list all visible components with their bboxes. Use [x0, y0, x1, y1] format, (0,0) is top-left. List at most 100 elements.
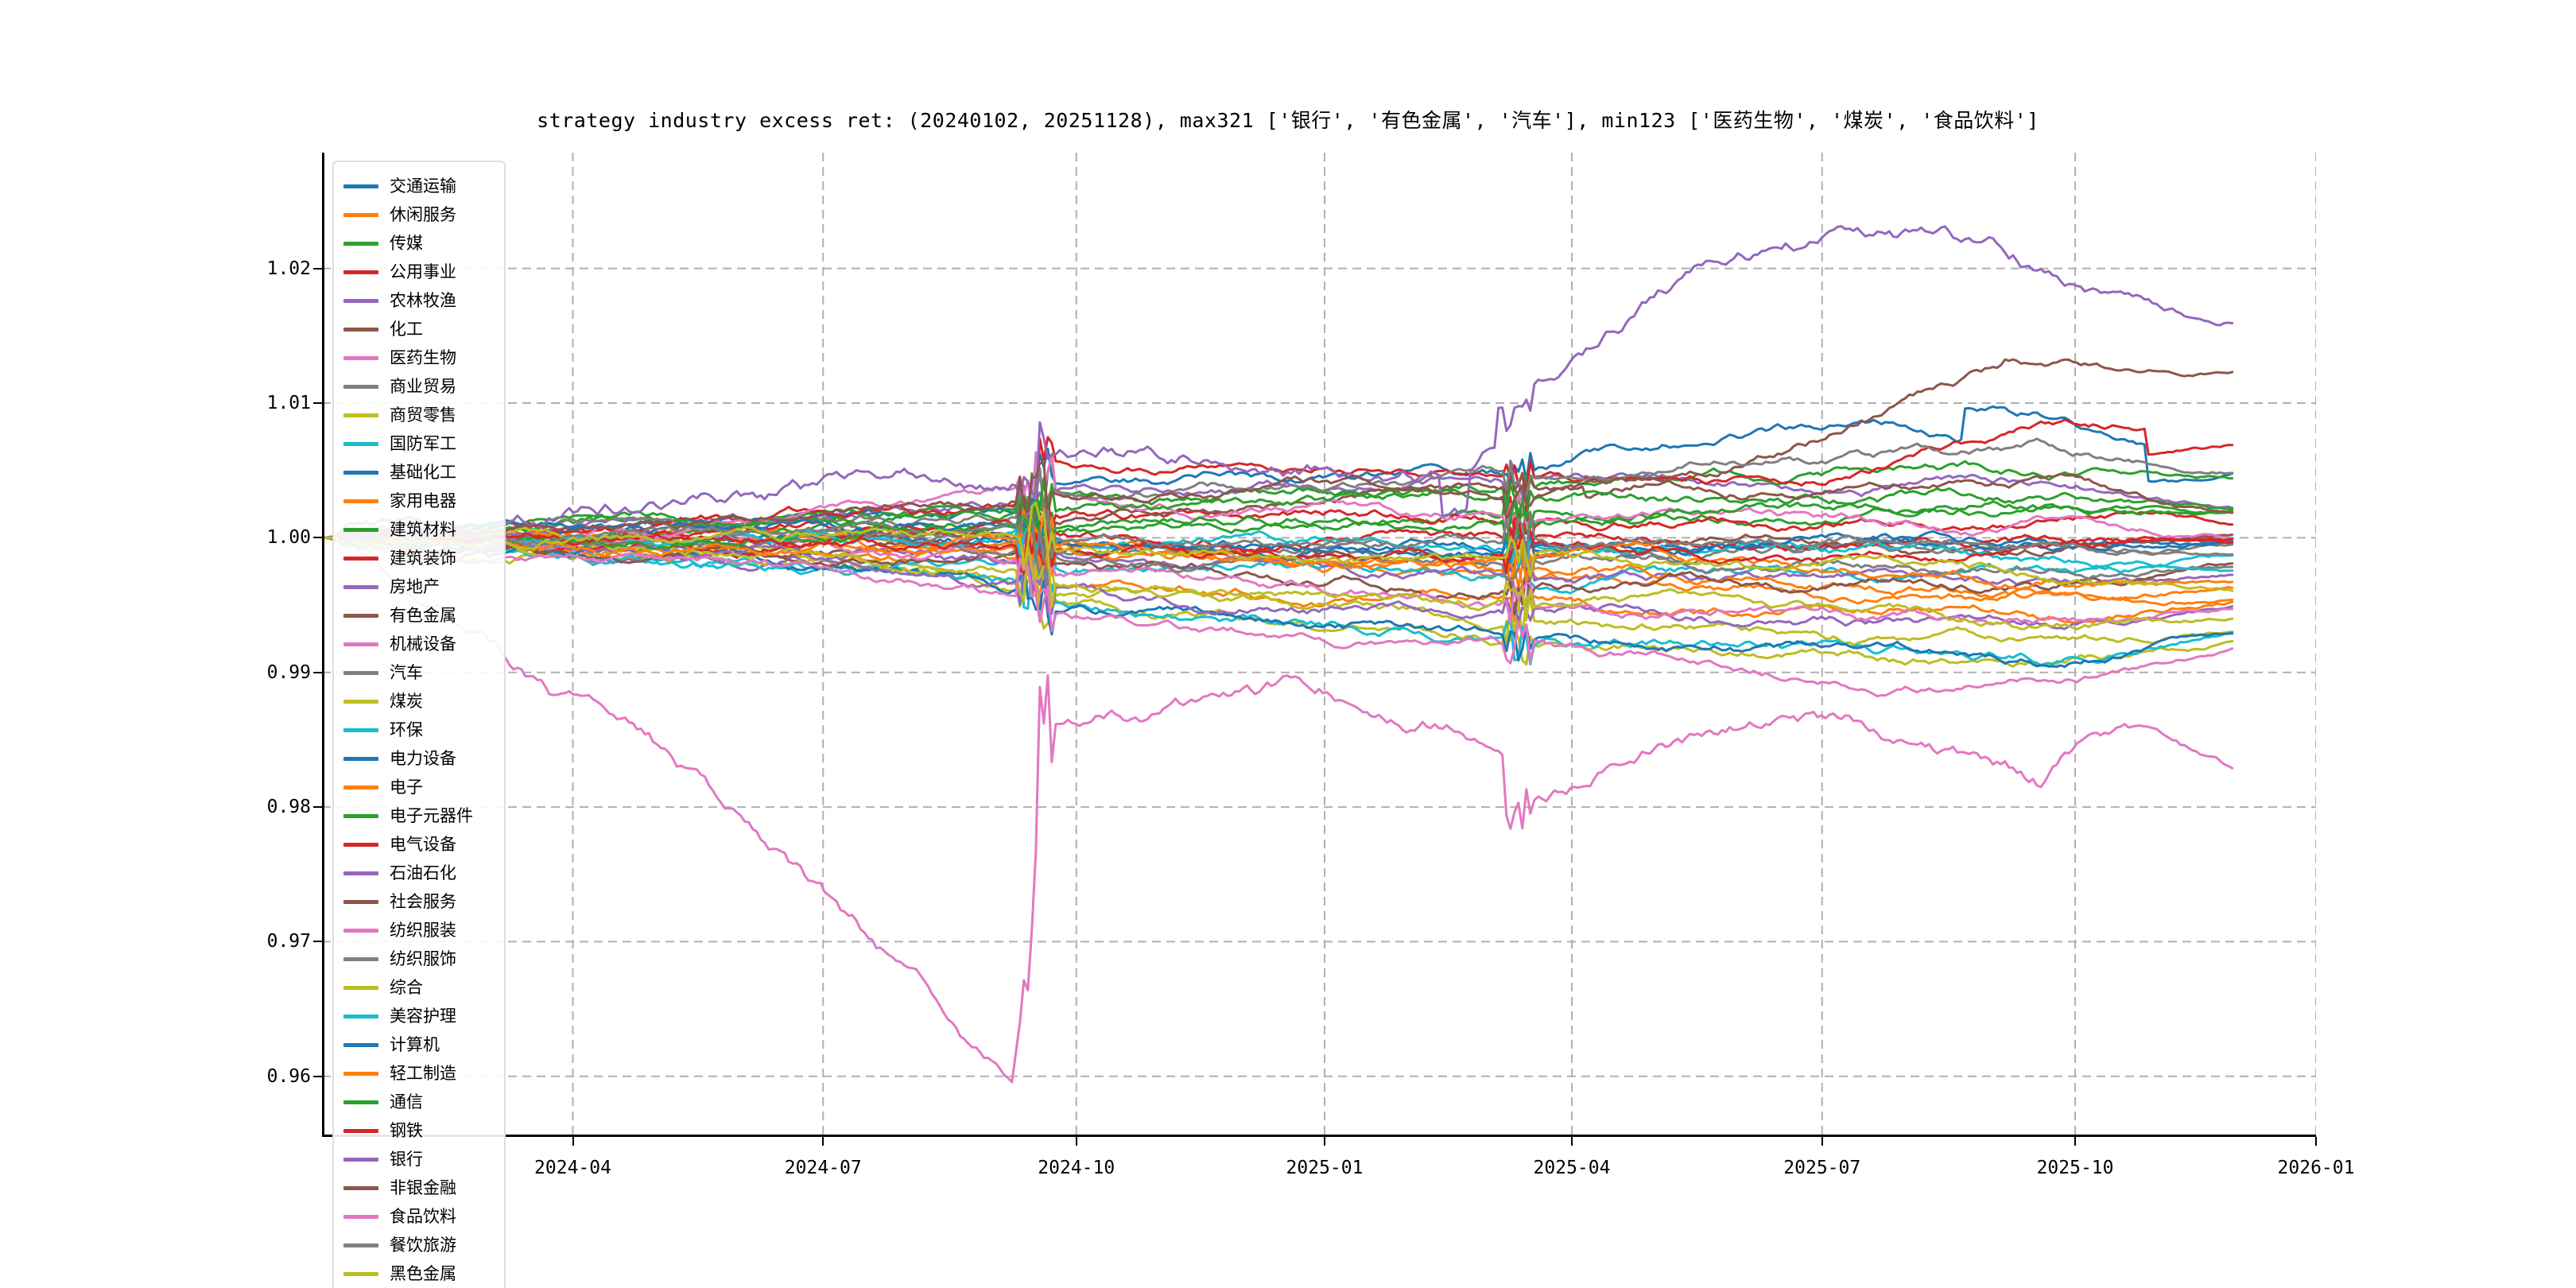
y-tick-mark — [313, 402, 322, 404]
legend-item[interactable]: 非银金融 — [343, 1174, 496, 1202]
legend-item[interactable]: 国防军工 — [343, 429, 496, 458]
legend-label: 有色金属 — [390, 605, 456, 625]
series-line — [322, 525, 2234, 615]
legend-item[interactable]: 基础化工 — [343, 458, 496, 487]
y-tick-label: 1.01 — [266, 393, 311, 413]
y-tick-mark — [313, 671, 322, 673]
legend-color-swatch — [343, 727, 378, 732]
legend-label: 汽车 — [390, 662, 423, 682]
series-line — [322, 526, 2234, 630]
legend-label: 电气设备 — [390, 834, 456, 854]
legend-item[interactable]: 农林牧渔 — [343, 286, 496, 315]
legend-color-swatch — [343, 756, 378, 761]
legend[interactable]: 交通运输休闲服务传媒公用事业农林牧渔 化工 医药生物 商业贸易 商贸零售 国防军工 基础化工… — [332, 161, 506, 1288]
legend-label: 煤炭 — [390, 691, 423, 711]
legend-label: 电力设备 — [390, 748, 456, 768]
plot-svg — [322, 153, 2316, 1137]
legend-color-swatch — [343, 241, 378, 246]
series-line — [322, 437, 2234, 545]
legend-item[interactable]: 环保 — [343, 716, 496, 744]
legend-label: 电子元器件 — [390, 805, 473, 825]
x-tick-mark — [2074, 1137, 2077, 1146]
legend-color-swatch — [343, 985, 378, 990]
legend-color-swatch — [343, 871, 378, 875]
legend-item[interactable]: 纺织服装 — [343, 916, 496, 945]
legend-item[interactable]: 煤炭 — [343, 687, 496, 716]
legend-item[interactable]: 餐饮旅游 — [343, 1231, 496, 1259]
legend-item[interactable]: 休闲服务 — [343, 200, 496, 229]
legend-item[interactable]: 公用事业 — [343, 258, 496, 286]
legend-color-swatch — [343, 384, 378, 389]
x-tick-label: 2025-04 — [1533, 1158, 1611, 1178]
series-lines — [322, 225, 2234, 1084]
legend-item[interactable]: 美容护理 — [343, 1002, 496, 1030]
legend-item[interactable]: 交通运输 — [343, 172, 496, 200]
legend-item[interactable]: 房地产 — [343, 572, 496, 601]
legend-item[interactable]: 黑色金属 — [343, 1259, 496, 1288]
legend-item[interactable]: 建筑装饰 — [343, 544, 496, 572]
legend-label: 传媒 — [390, 233, 423, 253]
legend-label: 石油石化 — [390, 863, 456, 883]
legend-color-swatch — [343, 527, 378, 532]
legend-item[interactable]: 电子 — [343, 773, 496, 801]
legend-item[interactable]: 通信 — [343, 1088, 496, 1116]
legend-label: 公用事业 — [390, 262, 456, 281]
x-tick-label: 2024-04 — [534, 1158, 611, 1178]
legend-label: 纺织服饰 — [390, 949, 456, 968]
legend-item[interactable]: 食品饮料 — [343, 1202, 496, 1231]
legend-item[interactable]: 轻工制造 — [343, 1059, 496, 1088]
legend-item[interactable]: 电气设备 — [343, 830, 496, 859]
legend-item[interactable]: 纺织服饰 — [343, 945, 496, 973]
legend-item[interactable]: 商贸零售 — [343, 401, 496, 429]
legend-item[interactable]: 有色金属 — [343, 601, 496, 630]
legend-color-swatch — [343, 1271, 378, 1276]
legend-label: 社会服务 — [390, 891, 456, 911]
plot-frame — [322, 153, 2316, 1137]
legend-item[interactable]: 商业贸易 — [343, 372, 496, 401]
legend-label: 家用电器 — [390, 491, 456, 510]
x-gridlines — [572, 153, 2316, 1137]
legend-color-swatch — [343, 441, 378, 446]
series-line — [322, 405, 2234, 542]
x-tick-label: 2025-01 — [1286, 1158, 1364, 1178]
legend-item[interactable]: 计算机 — [343, 1030, 496, 1059]
x-tick-mark — [2315, 1137, 2317, 1146]
legend-label: 房地产 — [390, 576, 440, 596]
x-tick-mark — [1571, 1137, 1573, 1146]
legend-color-swatch — [343, 1128, 378, 1133]
legend-item[interactable]: 银行 — [343, 1145, 496, 1174]
legend-item[interactable]: 综合 — [343, 973, 496, 1002]
x-tick-mark — [822, 1137, 824, 1146]
legend-item[interactable]: 社会服务 — [343, 887, 496, 916]
x-tick-mark — [1075, 1137, 1077, 1146]
legend-item[interactable]: 电子元器件 — [343, 801, 496, 830]
legend-color-swatch — [343, 642, 378, 646]
legend-item[interactable]: 电力设备 — [343, 744, 496, 773]
legend-label: 银行 — [390, 1149, 423, 1169]
legend-item[interactable]: 化工 — [343, 315, 496, 343]
legend-item[interactable]: 汽车 — [343, 658, 496, 687]
legend-item[interactable]: 传媒 — [343, 229, 496, 258]
y-tick-mark — [313, 941, 322, 943]
legend-label: 机械设备 — [390, 634, 456, 654]
legend-color-swatch — [343, 842, 378, 847]
legend-label: 轻工制造 — [390, 1063, 456, 1083]
legend-color-swatch — [343, 1243, 378, 1247]
series-line — [322, 509, 2234, 563]
y-gridlines — [322, 267, 2316, 1077]
legend-label: 非银金融 — [390, 1177, 456, 1197]
legend-color-swatch — [343, 470, 378, 475]
legend-item[interactable]: 医药生物 — [343, 343, 496, 372]
series-line — [322, 461, 2234, 539]
x-tick-label: 2025-10 — [2036, 1158, 2114, 1178]
y-tick-label: 0.96 — [266, 1065, 311, 1087]
y-tick-label: 0.99 — [266, 661, 311, 683]
legend-color-swatch — [343, 184, 378, 188]
legend-item[interactable]: 石油石化 — [343, 859, 496, 887]
legend-item[interactable]: 钢铁 — [343, 1116, 496, 1145]
y-tick-label: 0.97 — [266, 931, 311, 952]
legend-item[interactable]: 家用电器 — [343, 487, 496, 515]
legend-label: 交通运输 — [390, 176, 456, 196]
legend-item[interactable]: 建筑材料 — [343, 515, 496, 544]
legend-item[interactable]: 机械设备 — [343, 630, 496, 658]
